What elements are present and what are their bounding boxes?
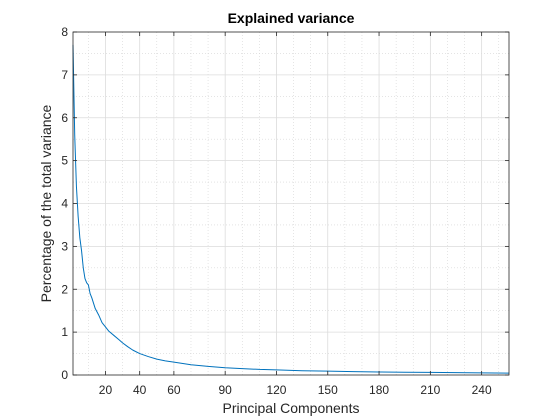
x-axis-label: Principal Components	[223, 400, 360, 416]
series-layer	[72, 44, 510, 374]
x-tick-label: 60	[167, 383, 181, 397]
series-line	[72, 44, 510, 374]
chart-title: Explained variance	[228, 10, 355, 26]
x-tick-label: 180	[369, 383, 389, 397]
y-tick-label: 6	[61, 111, 68, 125]
y-tick-label: 8	[61, 25, 68, 39]
y-axis-label: Percentage of the total variance	[38, 104, 54, 302]
x-tick-label: 90	[218, 383, 232, 397]
y-tick-label: 4	[61, 197, 68, 211]
y-tick-label: 2	[61, 282, 68, 296]
y-tick-label: 1	[61, 325, 68, 339]
x-tick-label: 240	[472, 383, 492, 397]
major-grid	[73, 32, 509, 375]
y-tick-label: 5	[61, 154, 68, 168]
x-tick-label: 150	[318, 383, 338, 397]
y-tick-label: 0	[61, 368, 68, 382]
x-tick-label: 120	[266, 383, 286, 397]
y-tick-label: 7	[61, 68, 68, 82]
y-tick-label: 3	[61, 239, 68, 253]
ticks: 20 40 60 90 120 150 180 210 240 0 1 2 3 4 5 6 7 8	[61, 25, 509, 397]
x-tick-label: 40	[133, 383, 147, 397]
x-tick-label: 210	[420, 383, 440, 397]
x-tick-label: 20	[99, 383, 113, 397]
